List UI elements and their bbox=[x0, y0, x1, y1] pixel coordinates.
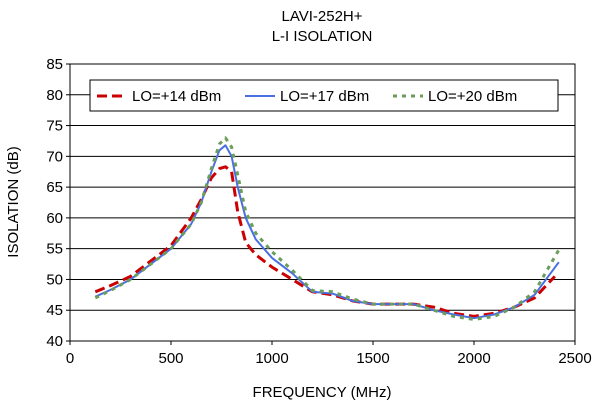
y-tick-label: 55 bbox=[46, 241, 63, 258]
series-layer bbox=[94, 136, 561, 321]
y-tick-label: 75 bbox=[46, 118, 63, 135]
x-tick-label: 1000 bbox=[255, 350, 288, 367]
x-tick-label: 1500 bbox=[356, 350, 389, 367]
x-axis-ticks: 0 500 1000 1500 2000 2500 bbox=[66, 341, 592, 367]
y-axis-ticks: 40 45 50 55 60 65 70 75 80 85 bbox=[46, 56, 70, 350]
x-axis-label: FREQUENCY (MHz) bbox=[253, 384, 392, 401]
y-tick-label: 50 bbox=[46, 271, 63, 288]
y-tick-label: 80 bbox=[46, 87, 63, 104]
y-tick-label: 65 bbox=[46, 179, 63, 196]
gridlines bbox=[70, 94, 575, 311]
y-tick-label: 40 bbox=[46, 333, 63, 350]
chart-subtitle: L-I ISOLATION bbox=[272, 28, 373, 45]
legend-label-2: LO=+17 dBm bbox=[280, 88, 369, 105]
legend-label-1: LO=+14 dBm bbox=[132, 88, 221, 105]
y-tick-label: 70 bbox=[46, 148, 63, 165]
x-tick-label: 2000 bbox=[457, 350, 490, 367]
legend: LO=+14 dBm LO=+17 dBm LO=+20 dBm bbox=[89, 79, 559, 112]
x-tick-label: 2500 bbox=[558, 350, 591, 367]
y-tick-label: 85 bbox=[46, 56, 63, 73]
y-tick-label: 45 bbox=[46, 302, 63, 319]
series-line-2 bbox=[94, 144, 560, 320]
legend-label-3: LO=+20 dBm bbox=[428, 88, 517, 105]
x-tick-label: 0 bbox=[66, 350, 74, 367]
series-line-1 bbox=[94, 165, 556, 318]
series-line-3 bbox=[94, 136, 561, 321]
plot-area-border bbox=[69, 63, 576, 342]
x-tick-label: 500 bbox=[158, 350, 183, 367]
y-tick-label: 60 bbox=[46, 210, 63, 227]
legend-box bbox=[89, 79, 559, 112]
y-axis-label: ISOLATION (dB) bbox=[5, 146, 22, 257]
chart-title: LAVI-252H+ bbox=[281, 8, 362, 25]
